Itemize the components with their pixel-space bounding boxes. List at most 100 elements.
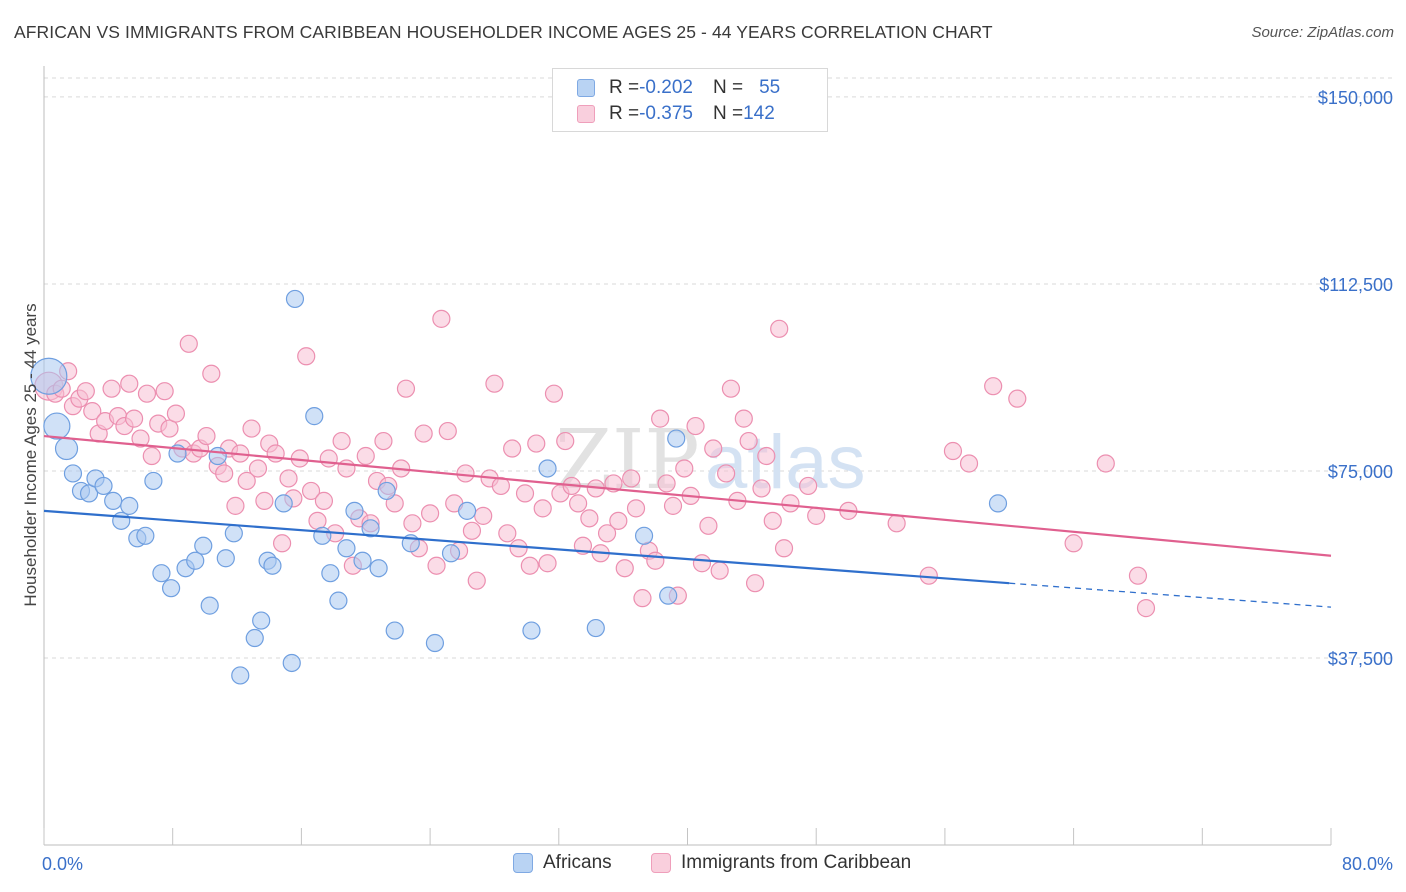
legend-r-label: R = (609, 103, 640, 124)
point-caribbean (515, 484, 535, 503)
point-africans (104, 491, 123, 510)
legend-swatch-caribbean (577, 105, 595, 123)
point-africans (305, 407, 324, 426)
point-caribbean (686, 416, 705, 436)
series-caribbean-points (34, 309, 1156, 618)
point-caribbean (781, 494, 800, 513)
point-africans (144, 471, 163, 491)
point-africans (152, 564, 171, 583)
point-africans (63, 464, 83, 483)
axes (43, 66, 1332, 846)
y-tick-label: $75,000 (1328, 462, 1393, 482)
legend-item-caribbean[interactable]: Immigrants from Caribbean (651, 852, 911, 874)
point-africans (120, 496, 139, 515)
point-caribbean (1136, 599, 1156, 618)
point-caribbean (663, 496, 683, 515)
legend-swatch-caribbean (651, 853, 671, 873)
point-africans (161, 579, 181, 598)
legend-item-africans[interactable]: Africans (513, 852, 612, 874)
point-africans (361, 519, 380, 538)
y-tick-label: $37,500 (1328, 649, 1393, 669)
trend-line-africans-extension (1009, 582, 1332, 608)
point-africans (369, 559, 388, 578)
point-africans (522, 621, 541, 640)
legend-r-label: R = (609, 77, 640, 98)
point-caribbean (142, 446, 161, 466)
point-caribbean (1128, 566, 1148, 585)
point-caribbean (403, 514, 422, 533)
point-caribbean (704, 439, 723, 458)
point-caribbean (1064, 534, 1083, 553)
source-credit: Source: ZipAtlas.com (1251, 24, 1394, 41)
point-africans (282, 653, 301, 673)
trend-lines (43, 434, 1332, 608)
point-caribbean (959, 454, 979, 473)
point-africans (385, 621, 404, 640)
point-caribbean (699, 516, 718, 535)
point-caribbean (622, 469, 641, 488)
point-caribbean (675, 459, 694, 478)
point-caribbean (396, 379, 416, 398)
point-caribbean (242, 419, 261, 438)
point-caribbean (314, 491, 334, 510)
point-caribbean (556, 431, 575, 451)
point-africans (345, 501, 364, 520)
legend-swatch-africans (577, 79, 595, 97)
point-caribbean (1096, 454, 1115, 473)
point-caribbean (633, 589, 652, 608)
point-africans (441, 544, 461, 563)
point-caribbean (131, 429, 150, 448)
point-caribbean (745, 574, 765, 593)
point-caribbean (520, 556, 539, 575)
point-caribbean (474, 506, 493, 525)
point-caribbean (569, 494, 588, 513)
point-africans (329, 591, 348, 610)
point-africans (337, 539, 356, 558)
point-africans (112, 511, 131, 530)
y-tick-label: $112,500 (1319, 275, 1393, 295)
point-caribbean (166, 404, 186, 423)
point-africans (538, 459, 557, 478)
point-caribbean (757, 446, 776, 466)
point-caribbean (272, 534, 292, 553)
series-legend: Africans Immigrants from Caribbean (0, 852, 1406, 878)
point-caribbean (533, 499, 552, 518)
point-caribbean (356, 446, 375, 466)
legend-row-caribbean: R = -0.375 N = 142 (577, 102, 775, 126)
point-africans (634, 526, 654, 545)
x-tick-label-min: 0.0% (42, 854, 83, 874)
point-caribbean (248, 459, 268, 478)
point-africans (43, 412, 71, 440)
point-caribbean (202, 364, 221, 383)
point-caribbean (438, 421, 457, 441)
point-caribbean (887, 514, 906, 533)
point-caribbean (717, 464, 736, 483)
point-caribbean (319, 449, 338, 468)
point-caribbean (646, 551, 665, 570)
point-africans (313, 526, 332, 545)
trend-line-africans (43, 509, 1010, 585)
point-caribbean (332, 431, 351, 451)
legend-label-africans: Africans (543, 852, 612, 873)
point-caribbean (266, 444, 285, 463)
x-tick-label-max: 80.0% (1342, 854, 1393, 874)
correlation-legend: R = -0.202 N = 55 R = -0.375 N = 142 (552, 68, 828, 132)
point-caribbean (179, 334, 198, 353)
point-caribbean (432, 309, 451, 328)
point-africans (988, 494, 1008, 513)
point-caribbean (102, 379, 121, 398)
point-africans (30, 357, 68, 395)
point-africans (425, 633, 445, 653)
legend-n-value: 142 (743, 103, 775, 124)
point-africans (208, 446, 227, 466)
point-caribbean (279, 469, 298, 488)
point-caribbean (301, 481, 321, 501)
point-caribbean (137, 384, 157, 403)
legend-r-value: -0.375 (639, 103, 693, 124)
point-africans (458, 501, 477, 520)
point-caribbean (462, 521, 482, 540)
point-caribbean (427, 556, 446, 575)
point-caribbean (160, 419, 179, 438)
point-caribbean (538, 554, 557, 573)
point-africans (186, 551, 205, 570)
